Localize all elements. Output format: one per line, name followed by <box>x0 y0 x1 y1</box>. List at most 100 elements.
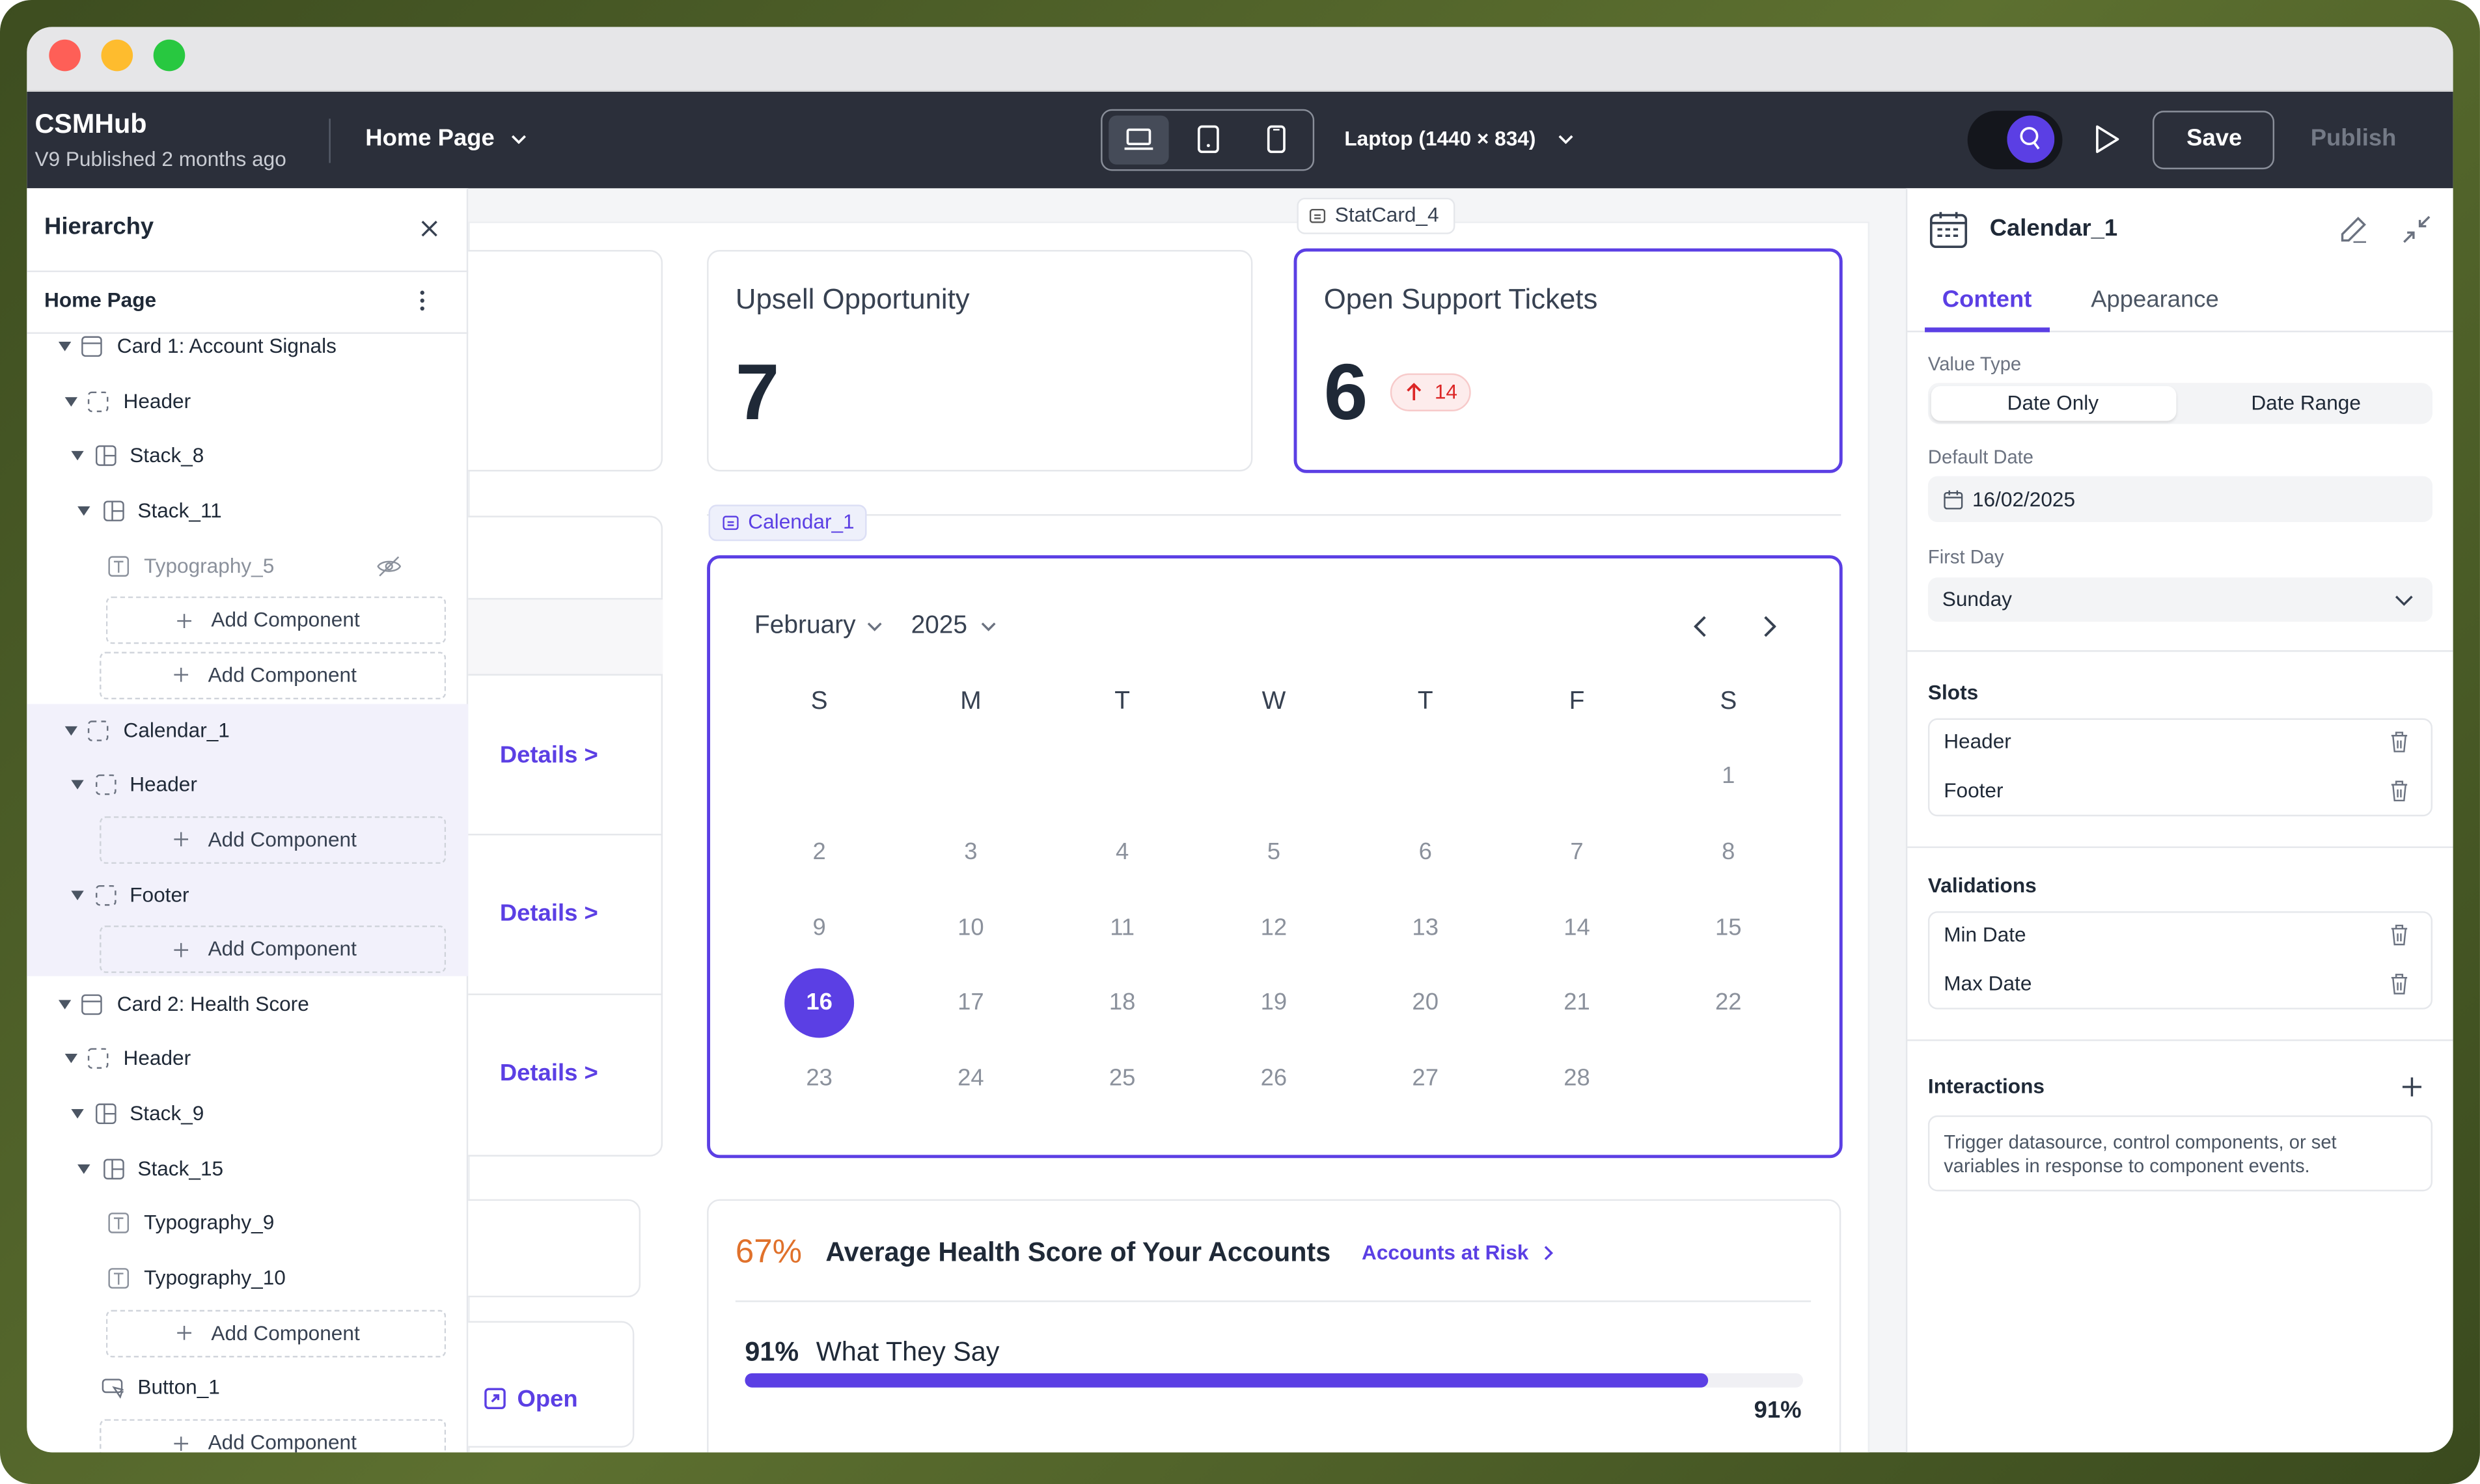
tree-node[interactable]: Button_1 <box>137 1375 220 1399</box>
day[interactable]: 4 <box>1116 838 1129 866</box>
add-interaction[interactable] <box>2402 1077 2422 1097</box>
stat-card-selected[interactable] <box>1293 248 1843 473</box>
previous-month[interactable] <box>1694 616 1706 638</box>
add-component-label[interactable]: Add Component <box>208 663 357 687</box>
segment-active[interactable] <box>1931 386 2177 421</box>
delete-button[interactable] <box>2390 924 2408 946</box>
calendar-month[interactable]: February <box>754 612 856 640</box>
tree-node[interactable]: Calendar_1 <box>123 717 230 741</box>
expand-caret[interactable] <box>71 890 84 900</box>
expand-caret[interactable] <box>77 1164 90 1174</box>
device-laptop[interactable] <box>1109 115 1169 165</box>
day[interactable]: 28 <box>1564 1065 1590 1092</box>
add-component-label[interactable]: Add Component <box>211 607 360 632</box>
add-component[interactable] <box>100 652 447 700</box>
day[interactable]: 21 <box>1564 989 1590 1017</box>
expand-caret[interactable] <box>58 342 72 351</box>
tree-node[interactable]: Footer <box>130 882 189 906</box>
add-component-label[interactable]: Add Component <box>208 1430 357 1453</box>
day[interactable]: 27 <box>1412 1065 1439 1092</box>
tab[interactable]: Appearance <box>2091 286 2219 314</box>
select[interactable] <box>1927 577 2433 622</box>
more-menu[interactable] <box>419 290 426 312</box>
tree-node[interactable]: Typography_5 <box>144 553 275 577</box>
add-component[interactable] <box>100 926 447 974</box>
tab-active[interactable]: Content <box>1942 286 2032 314</box>
tree-node[interactable]: Header <box>123 1046 191 1071</box>
day[interactable]: 7 <box>1570 838 1584 866</box>
day[interactable]: 17 <box>958 989 984 1017</box>
day[interactable]: 11 <box>1110 913 1135 941</box>
tree-node[interactable]: Card 1: Account Signals <box>117 333 337 358</box>
add-component[interactable] <box>100 1419 447 1453</box>
day[interactable]: 23 <box>806 1065 833 1092</box>
traffic-light[interactable] <box>49 39 81 72</box>
expand-caret[interactable] <box>64 396 78 406</box>
tree-node[interactable]: Typography_9 <box>144 1211 275 1235</box>
next-month[interactable] <box>1763 616 1776 638</box>
expand-caret[interactable] <box>77 506 90 516</box>
add-component[interactable] <box>105 596 447 644</box>
day[interactable]: 8 <box>1722 838 1735 866</box>
tree-node[interactable]: Header <box>130 772 197 797</box>
day[interactable]: 14 <box>1564 913 1590 941</box>
day[interactable]: 10 <box>958 913 984 941</box>
day[interactable]: 25 <box>1109 1065 1136 1092</box>
expand-caret[interactable] <box>71 1109 84 1119</box>
add-component[interactable] <box>100 816 447 864</box>
day[interactable]: 16 <box>806 989 833 1017</box>
tree-node[interactable]: Stack_11 <box>137 498 222 522</box>
day[interactable]: 6 <box>1418 838 1432 866</box>
expand-caret[interactable] <box>71 451 84 461</box>
selected-day[interactable] <box>784 969 855 1039</box>
risk-link[interactable]: Accounts at Risk <box>1362 1240 1529 1265</box>
delete-button[interactable] <box>2390 972 2408 995</box>
add-component-label[interactable]: Add Component <box>208 937 357 961</box>
expand-caret[interactable] <box>64 1054 78 1064</box>
details-link[interactable]: Details > <box>499 900 598 928</box>
date-input[interactable] <box>1927 476 2433 523</box>
publish-button[interactable]: Publish <box>2310 125 2397 152</box>
day[interactable]: 13 <box>1412 913 1439 941</box>
close-button[interactable] <box>420 219 437 237</box>
tree-node[interactable]: Card 2: Health Score <box>117 991 309 1016</box>
tree-node[interactable]: Stack_8 <box>130 443 204 467</box>
save-button[interactable] <box>2152 111 2275 170</box>
phone-icon[interactable] <box>1267 125 1286 154</box>
day[interactable]: 1 <box>1722 762 1735 790</box>
segment[interactable]: Date Only <box>2007 391 2099 415</box>
expand-caret[interactable] <box>58 999 72 1010</box>
device-switcher[interactable] <box>1101 109 1315 171</box>
preview-button[interactable] <box>2094 125 2119 154</box>
tree-node[interactable]: Stack_15 <box>137 1156 224 1180</box>
day[interactable]: 26 <box>1260 1065 1288 1092</box>
delete-button[interactable] <box>2390 779 2408 801</box>
expand-caret[interactable] <box>71 780 84 790</box>
tree-node[interactable]: Header <box>123 389 191 413</box>
day[interactable]: 22 <box>1715 989 1742 1017</box>
page-selector[interactable]: Home Page <box>365 125 495 152</box>
details-link[interactable]: Details > <box>499 741 598 769</box>
day[interactable]: 18 <box>1109 989 1136 1017</box>
calendar-year[interactable]: 2025 <box>911 612 968 640</box>
day[interactable]: 3 <box>964 838 978 866</box>
expand-caret[interactable] <box>64 725 78 735</box>
add-component[interactable] <box>105 1309 447 1357</box>
tree-node[interactable]: Stack_9 <box>130 1101 204 1125</box>
add-component-label[interactable]: Add Component <box>208 827 357 851</box>
day[interactable]: 12 <box>1260 913 1288 941</box>
edit-button[interactable] <box>2339 215 2368 244</box>
traffic-light[interactable] <box>153 39 186 72</box>
stat-card[interactable] <box>707 250 1253 472</box>
tablet-icon[interactable] <box>1197 125 1219 154</box>
day[interactable]: 20 <box>1412 989 1439 1017</box>
day[interactable]: 15 <box>1715 913 1742 941</box>
day[interactable]: 2 <box>812 838 826 866</box>
open-link[interactable]: Open <box>517 1386 578 1413</box>
day[interactable]: 19 <box>1260 989 1288 1017</box>
collapse-button[interactable] <box>2403 215 2431 244</box>
day[interactable]: 5 <box>1267 838 1281 866</box>
details-link[interactable]: Details > <box>499 1060 598 1087</box>
day[interactable]: 24 <box>958 1065 984 1092</box>
traffic-light[interactable] <box>101 39 133 72</box>
